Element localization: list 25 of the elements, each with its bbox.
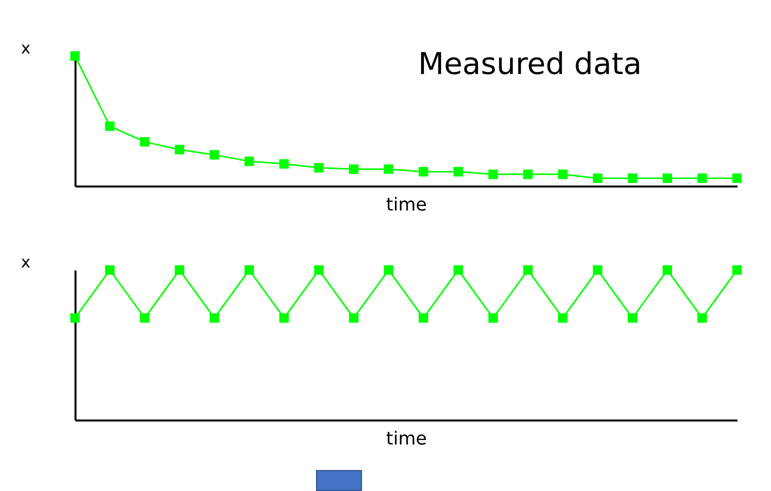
point [279,159,289,169]
chart-title: Measured data [418,47,642,82]
point [488,170,498,180]
y-axis-title: x [21,252,30,272]
point [662,173,672,183]
point [732,173,742,183]
point [592,173,602,183]
point [210,150,220,160]
point [244,156,254,166]
y-axis-title: x [21,38,30,58]
point [558,170,568,180]
point [174,144,184,154]
point [384,164,394,174]
point [70,51,80,61]
x-axis-title: time [386,194,427,216]
point [418,166,428,176]
point [523,170,533,180]
x-axis-title: time [386,428,427,450]
point [314,163,324,173]
point [348,164,358,174]
point [105,121,115,131]
point [140,137,150,147]
point [628,173,638,183]
point [454,166,464,176]
point [697,173,707,183]
